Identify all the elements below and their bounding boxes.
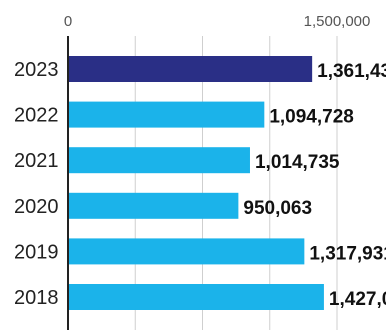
value-label-2019: 1,317,931 [309, 243, 386, 264]
value-label-2022: 1,094,728 [269, 107, 354, 128]
x-axis-ticks: 0 1,500,000 [64, 13, 371, 30]
category-label-2023: 2023 [14, 59, 59, 81]
value-label-2023: 1,361,433 [317, 61, 386, 82]
bar-2020 [68, 192, 239, 219]
category-label-2021: 2021 [14, 150, 59, 172]
x-tick-label: 0 [64, 13, 72, 30]
value-label-2021: 1,014,735 [255, 152, 340, 173]
bars [68, 56, 324, 310]
grid-lines [134, 36, 338, 330]
category-labels: 2023 2022 2021 2020 2019 2018 [14, 59, 59, 309]
category-label-2019: 2019 [14, 241, 59, 263]
bar-2018 [68, 284, 324, 310]
value-label-2018: 1,427,086 [329, 289, 386, 310]
bar-2019 [68, 238, 305, 265]
bar-2022 [68, 101, 265, 128]
bar-2023 [68, 56, 313, 82]
category-label-2022: 2022 [14, 105, 59, 127]
bar-2021 [68, 147, 250, 174]
category-label-2018: 2018 [14, 287, 59, 309]
category-label-2020: 2020 [14, 196, 59, 218]
x-tick-label: 1,500,000 [304, 13, 371, 30]
value-label-2020: 950,063 [243, 198, 312, 219]
value-labels: 1,361,433 1,094,728 1,014,735 950,063 1,317,… [243, 61, 386, 310]
